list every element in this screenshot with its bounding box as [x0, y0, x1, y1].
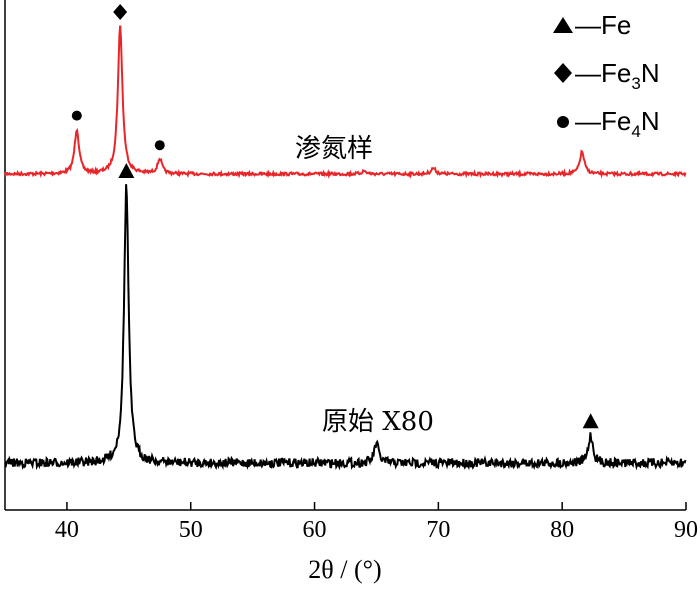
x-tick-label: 90	[674, 517, 698, 543]
series-line-0	[4, 25, 687, 179]
peak-markers	[71, 4, 599, 429]
series-line-1	[4, 184, 687, 471]
legend-dash: —	[575, 106, 601, 136]
svg-text:—Fe4N: —Fe4N	[575, 106, 660, 141]
legend-item-fe: —Fe	[553, 10, 631, 40]
x-tick-label: 70	[426, 517, 450, 543]
circle-peak-marker	[154, 140, 165, 151]
x-tick-label: 80	[550, 517, 574, 543]
x-tick-label: 60	[303, 517, 327, 543]
x-axis-title: 2θ / (°)	[308, 555, 381, 584]
legend-label-end: N	[641, 106, 660, 136]
diamond-marker-icon	[554, 63, 572, 83]
x-tick-label: 50	[179, 517, 203, 543]
legend-item-fe4n: —Fe4N	[557, 106, 660, 141]
legend-item-fe3n: —Fe3N	[554, 58, 660, 93]
x-tick-label: 40	[55, 517, 79, 543]
series-label-original: 原始 X80	[322, 407, 434, 437]
diamond-peak-marker	[113, 4, 128, 20]
svg-text:—Fe: —Fe	[575, 10, 631, 40]
triangle-peak-marker	[118, 163, 135, 178]
triangle-peak-marker	[582, 413, 599, 429]
triangle-marker-icon	[553, 17, 573, 33]
legend-label: Fe	[601, 106, 631, 136]
x-ticks: 40 50 60 70 80 90	[55, 502, 698, 543]
legend-label: Fe	[601, 10, 631, 40]
legend: —Fe —Fe3N —Fe4N	[553, 10, 660, 141]
legend-subscript: 4	[631, 122, 640, 141]
svg-text:—Fe3N: —Fe3N	[575, 58, 660, 93]
legend-label: Fe	[601, 58, 631, 88]
legend-subscript: 3	[631, 74, 640, 93]
circle-marker-icon	[557, 116, 569, 128]
legend-dash: —	[575, 58, 601, 88]
legend-label-end: N	[641, 58, 660, 88]
series-label-nitrided: 渗氮样	[295, 134, 373, 164]
series-layer	[4, 25, 687, 471]
circle-peak-marker	[71, 110, 82, 121]
legend-dash: —	[575, 10, 601, 40]
